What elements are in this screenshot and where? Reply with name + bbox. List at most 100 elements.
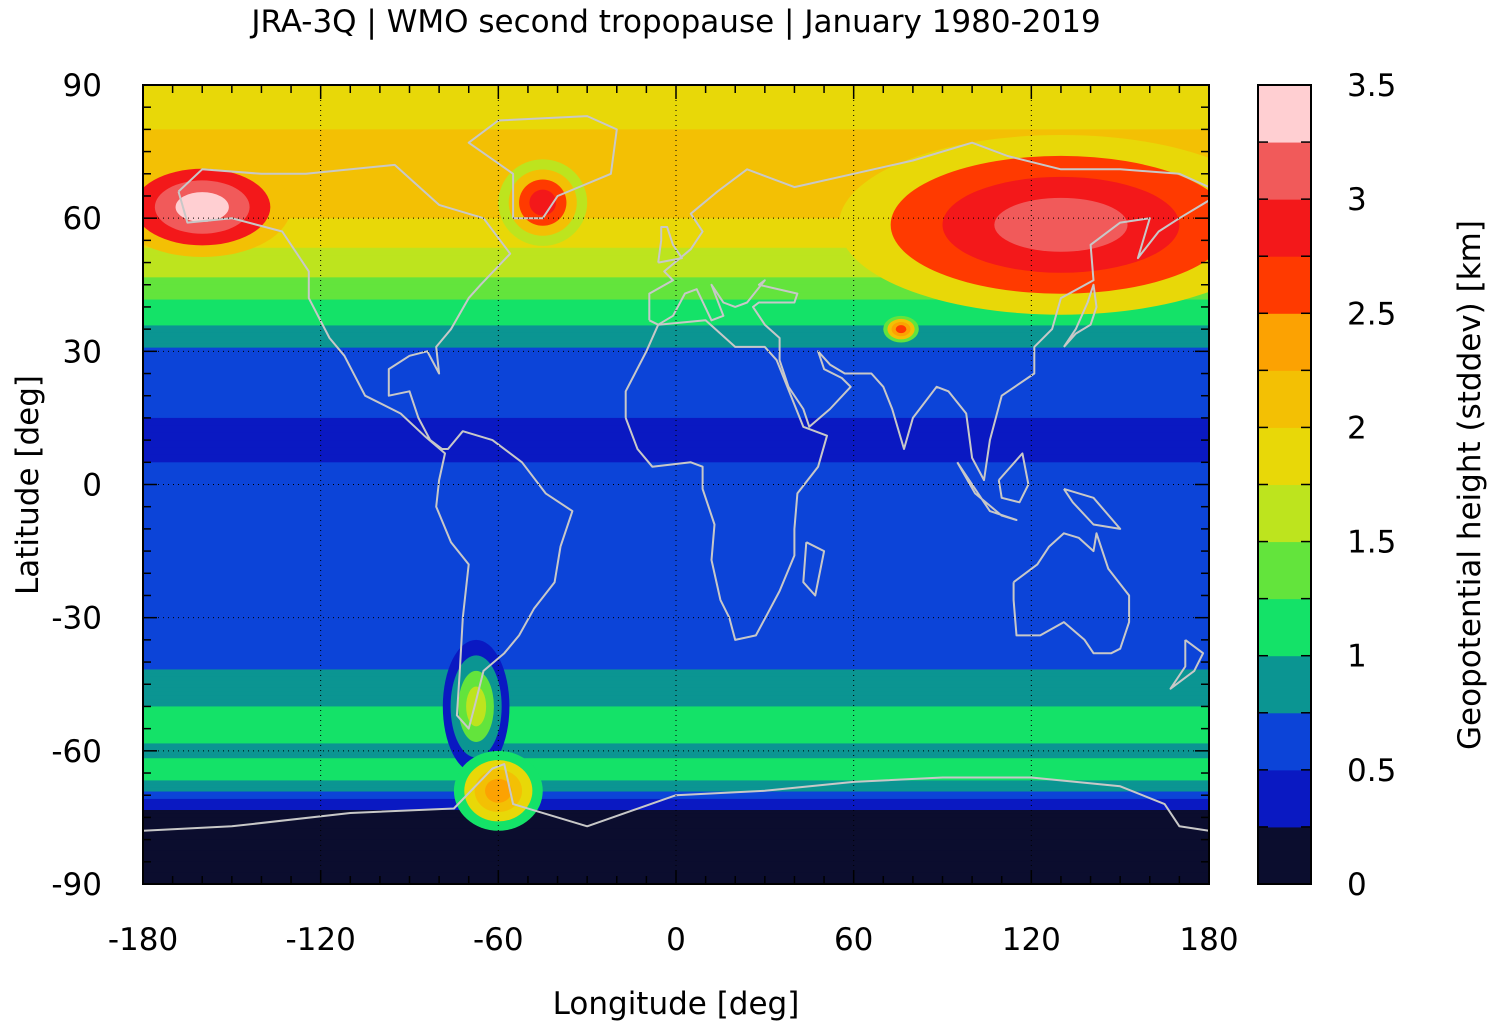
heatmap-band (143, 432, 1209, 441)
heatmap-band (143, 558, 1209, 567)
heatmap-band (143, 395, 1209, 404)
heatmap-band (143, 610, 1209, 619)
heatmap-band (143, 676, 1209, 682)
heatmap-anomaly (175, 192, 229, 223)
heatmap-band (143, 861, 1209, 874)
heatmap-band (143, 787, 1209, 793)
heatmap-band (143, 528, 1209, 537)
y-tick-labels: -90 -60 -30 0 30 60 90 (51, 68, 102, 903)
colorbar-swatch (1258, 541, 1311, 600)
heatmap-band (143, 850, 1209, 863)
colorbar-tick-labels: 0 0.5 1 1.5 2 2.5 3 3.5 (1347, 68, 1396, 903)
heatmap-band (143, 325, 1209, 330)
heatmap-band (143, 710, 1209, 715)
colorbar-swatch (1258, 826, 1311, 885)
colorbar-swatch (1258, 142, 1311, 200)
heatmap-band (143, 721, 1209, 726)
heatmap-band (143, 798, 1209, 804)
coastline-overlay (143, 115, 1209, 832)
coastline (1169, 639, 1205, 690)
heatmap-band (143, 218, 1209, 227)
heatmap-band (143, 388, 1209, 397)
x-tick-label: 0 (666, 922, 686, 958)
heatmap-band (143, 340, 1209, 345)
heatmap-band (143, 225, 1209, 234)
heatmap-band (143, 662, 1209, 667)
heatmap-band (143, 210, 1209, 219)
heatmap-band (143, 514, 1209, 523)
heatmap-band (143, 795, 1209, 800)
colorbar-swatch (1258, 598, 1311, 657)
heatmap-band (143, 425, 1209, 434)
colorbar-tick-label: 2 (1347, 410, 1367, 446)
heatmap-band (143, 810, 1209, 815)
heatmap-band (143, 343, 1209, 349)
heatmap-band (143, 358, 1209, 367)
y-tick-label: -60 (51, 734, 102, 770)
heatmap-band (143, 469, 1209, 478)
heatmap-band (143, 769, 1209, 774)
heatmap-band (143, 107, 1209, 116)
heatmap-band (143, 499, 1209, 508)
colorbar-swatch (1258, 256, 1311, 314)
heatmap-band (143, 691, 1209, 696)
heatmap-anomaly (994, 197, 1128, 252)
heatmap-band (143, 417, 1209, 426)
heatmap-band (143, 114, 1209, 123)
colorbar-swatch (1258, 484, 1311, 543)
plot-area (142, 84, 1210, 885)
heatmap-band (143, 158, 1209, 167)
heatmap-band (143, 144, 1209, 153)
heatmap-band (143, 203, 1209, 212)
heatmap-band (143, 195, 1209, 204)
heatmap-band (143, 784, 1209, 789)
colorbar-swatch (1258, 199, 1311, 257)
heatmap-band (143, 299, 1209, 308)
heatmap-band (143, 543, 1209, 552)
heatmap-band (143, 329, 1209, 334)
heatmap-band (143, 817, 1209, 830)
heatmap-band (143, 791, 1209, 796)
heatmap-band (143, 802, 1209, 807)
heatmap-band (143, 332, 1209, 338)
colorbar-tick-label: 1.5 (1347, 525, 1396, 561)
heatmap-band (143, 462, 1209, 471)
heatmap-band (143, 595, 1209, 604)
heatmap-band (143, 373, 1209, 382)
heatmap-band (143, 684, 1209, 689)
colorbar-tick-label: 0.5 (1347, 753, 1396, 789)
heatmap-band (143, 602, 1209, 611)
heatmap-band (143, 310, 1209, 315)
colorbar-swatch (1258, 769, 1311, 828)
heatmap-band (143, 754, 1209, 759)
y-tick-label: 60 (63, 201, 102, 237)
coastline (802, 541, 826, 597)
heatmap-band (143, 654, 1209, 663)
x-axis-label: Longitude [deg] (553, 986, 800, 1022)
heatmap-band (143, 695, 1209, 700)
colorbar (1257, 84, 1312, 885)
coastline (1063, 283, 1098, 348)
heatmap-band (143, 639, 1209, 648)
heatmap-band (143, 828, 1209, 841)
heatmap-band (143, 665, 1209, 671)
heatmap-band (143, 410, 1209, 419)
heatmap-band (143, 747, 1209, 752)
colorbar-label: Geopotential height (stddev) [km] (1452, 220, 1488, 750)
heatmap-band (143, 780, 1209, 785)
chart-title: JRA-3Q | WMO second tropopause | January… (249, 4, 1100, 40)
heatmap-band (143, 347, 1209, 352)
heatmap-band (143, 706, 1209, 711)
heatmap-band (143, 284, 1209, 293)
heatmap-band (143, 129, 1209, 138)
grid (143, 85, 1209, 884)
heatmap-band (143, 440, 1209, 449)
heatmap-band (143, 262, 1209, 271)
heatmap-anomaly (895, 325, 907, 334)
y-axis-label: Latitude [deg] (10, 375, 46, 595)
coastline (657, 226, 683, 264)
heatmap-anomaly (466, 686, 487, 727)
axis-ticks (142, 84, 1210, 885)
heatmap-band (143, 454, 1209, 463)
